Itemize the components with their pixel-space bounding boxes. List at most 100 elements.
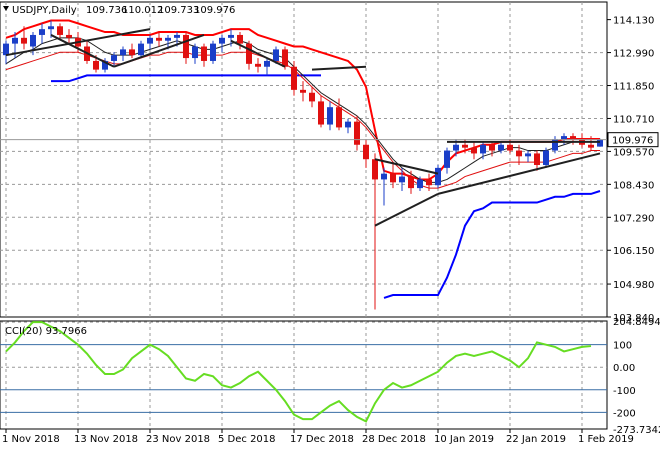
trendline: [311, 65, 367, 71]
trendline: [113, 34, 205, 68]
candle-body: [588, 144, 594, 148]
candle-body: [201, 46, 207, 61]
candle-body: [318, 101, 324, 125]
candle-body: [345, 121, 351, 128]
x-tick-label: 28 Dec 2018: [362, 434, 426, 445]
candle-body: [426, 179, 432, 186]
candle-body: [597, 139, 603, 147]
candle-body: [3, 43, 9, 56]
cci-y-tick-label: 100: [613, 341, 632, 352]
cci-series-line: [5, 321, 592, 423]
x-tick-label: 5 Dec 2018: [218, 434, 276, 445]
trendline: [230, 39, 286, 68]
candle-body: [48, 26, 54, 30]
candle-body: [363, 144, 369, 160]
candle-body: [435, 167, 441, 186]
ohlc-low: 109.733: [158, 5, 199, 16]
candle-body: [507, 144, 513, 151]
candle-body: [372, 159, 378, 180]
candle-body: [561, 136, 567, 139]
y-tick-label: 112.990: [613, 49, 654, 60]
x-tick-label: 23 Nov 2018: [146, 434, 210, 445]
candle-body: [282, 49, 288, 67]
x-tick-label: 17 Dec 2018: [290, 434, 354, 445]
candle-body: [138, 43, 144, 56]
x-tick-label: 1 Nov 2018: [2, 434, 60, 445]
candle-body: [462, 144, 468, 148]
candle-body: [327, 107, 333, 125]
current-price-label: 109.976: [612, 136, 653, 147]
y-tick-label: 108.430: [613, 180, 654, 191]
y-tick-label: 111.850: [613, 82, 654, 93]
candle-body: [21, 37, 27, 44]
y-tick-label: 106.150: [613, 246, 654, 257]
y-tick-label: 107.290: [613, 213, 654, 224]
candle-body: [489, 144, 495, 151]
candle-body: [273, 49, 279, 61]
trendline: [374, 158, 439, 175]
candle-body: [12, 37, 18, 44]
candle-body: [336, 107, 342, 128]
cci-plot-area: [0, 320, 608, 430]
x-axis-labels: 1 Nov 2018 13 Nov 2018 23 Nov 2018 5 Dec 20…: [2, 429, 634, 445]
trendline: [50, 34, 115, 68]
ohlc-high: 110.012: [122, 5, 163, 16]
candle-body: [417, 179, 423, 189]
collapse-triangle-icon[interactable]: [3, 6, 9, 11]
ohlc-close: 109.976: [194, 5, 235, 16]
symbol-title: USDJPY,Daily: [12, 5, 77, 16]
y-tick-label: 103.840: [613, 313, 654, 324]
candle-body: [246, 43, 252, 64]
candle-body: [237, 34, 243, 44]
main-plot-area: [0, 1, 608, 318]
x-tick-label: 10 Jan 2019: [434, 434, 494, 445]
candle-body: [255, 63, 261, 67]
candle-body: [453, 144, 459, 151]
candle-body: [552, 138, 558, 151]
candle-body: [192, 46, 198, 59]
candle-body: [57, 26, 63, 35]
candle-body: [444, 150, 450, 168]
x-tick-label: 22 Jan 2019: [506, 434, 566, 445]
candle-body: [291, 66, 297, 90]
trendline: [5, 28, 151, 57]
candle-body: [543, 150, 549, 165]
candle-body: [309, 92, 315, 102]
candle-body: [120, 49, 126, 56]
cci-y-tick-label: -100: [613, 386, 636, 397]
trendline: [374, 192, 439, 227]
x-tick-label: 13 Nov 2018: [74, 434, 138, 445]
candle-body: [147, 37, 153, 44]
candle-body: [264, 60, 270, 67]
candle-body: [381, 173, 387, 180]
cci-line: [5, 321, 592, 423]
channel-blue-line: [51, 74, 321, 83]
candle-body: [183, 34, 189, 59]
candle-body: [570, 136, 576, 139]
candle-body: [93, 60, 99, 70]
candle-body: [471, 147, 477, 154]
candle-body: [66, 34, 72, 38]
candle-body: [102, 60, 108, 70]
main-header: USDJPY,Daily 109.736 110.012 109.733 109…: [3, 5, 235, 16]
candle-body: [210, 43, 216, 61]
y-tick-label: 104.980: [613, 280, 654, 291]
cci-grid: [0, 321, 607, 429]
y-axis-labels: 114.130 112.990 111.850 110.710 109.570 108.4…: [0, 16, 660, 436]
cci-y-tick-label: -200: [613, 408, 636, 419]
y-tick-label: 110.710: [613, 114, 654, 125]
candle-body: [30, 34, 36, 47]
candle-body: [228, 34, 234, 38]
candle-body: [408, 176, 414, 189]
cci-y-tick-label: 0.00: [613, 363, 635, 374]
candle-body: [300, 89, 306, 93]
candle-body: [165, 37, 171, 41]
candle-body: [219, 37, 225, 44]
cci-header: CCI(20) 93.7966: [5, 326, 87, 337]
trendlines: [5, 28, 601, 227]
candle-body: [516, 150, 522, 157]
candle-body: [111, 55, 117, 61]
ohlc-open: 109.736: [86, 5, 127, 16]
candle-body: [525, 153, 531, 157]
